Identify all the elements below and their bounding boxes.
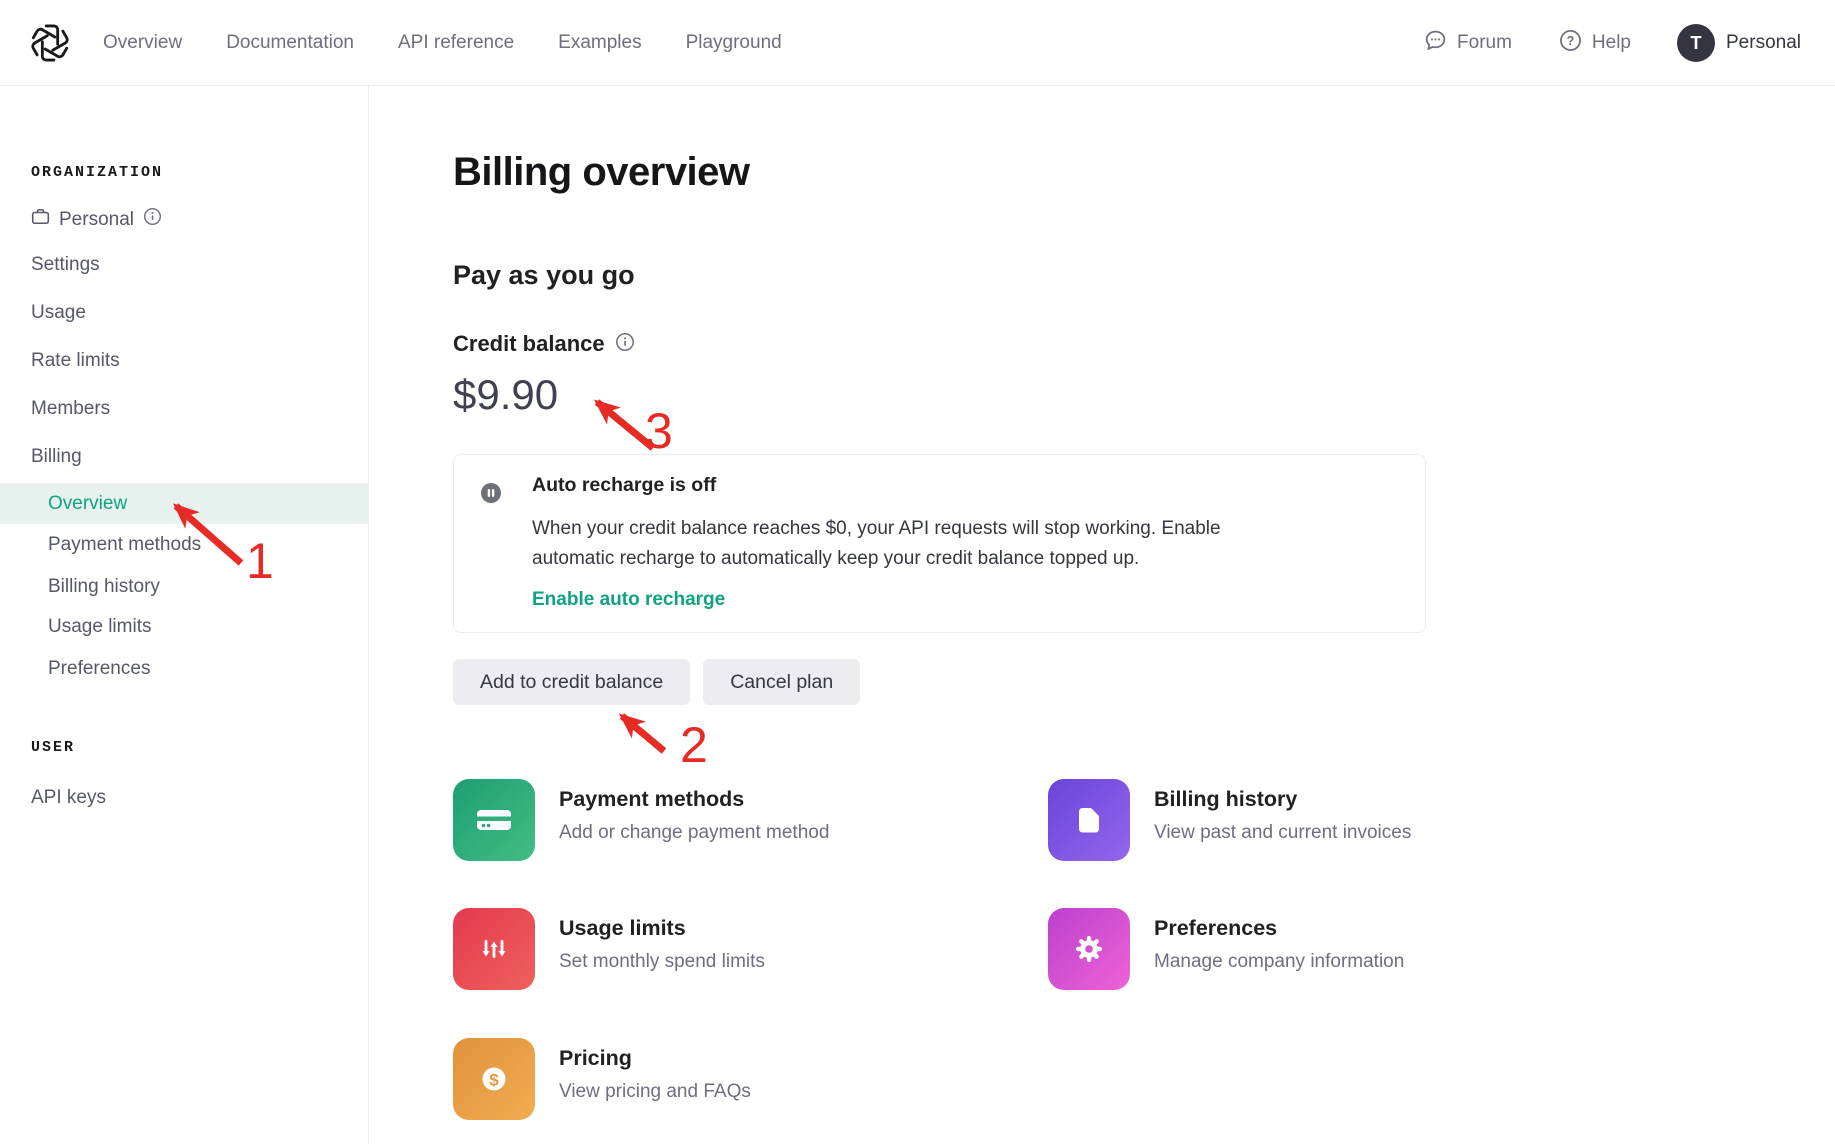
primary-nav: Overview Documentation API reference Exa… — [103, 0, 782, 86]
organization-section-header: ORGANIZATION — [31, 164, 164, 181]
annotation-label-2: 2 — [680, 717, 708, 773]
nav-examples[interactable]: Examples — [558, 32, 642, 53]
gear-icon — [1048, 908, 1130, 990]
nav-overview[interactable]: Overview — [103, 32, 183, 53]
sidebar-item-billing-overview[interactable]: Overview — [0, 483, 369, 524]
user-section-header: USER — [31, 739, 76, 756]
info-icon[interactable] — [615, 332, 635, 357]
sidebar-item-members[interactable]: Members — [31, 397, 111, 419]
briefcase-icon — [31, 207, 50, 232]
tile-title: Payment methods — [559, 787, 745, 811]
auto-recharge-description: When your credit balance reaches $0, you… — [532, 518, 1221, 569]
auto-recharge-title: Auto recharge is off — [532, 474, 717, 496]
sidebar-item-payment-methods[interactable]: Payment methods — [48, 533, 202, 555]
svg-text:$: $ — [489, 1070, 499, 1089]
billing-actions: Add to credit balance Cancel plan — [453, 659, 861, 705]
enable-auto-recharge-link[interactable]: Enable auto recharge — [532, 589, 726, 610]
annotation-arrow-2 — [618, 713, 667, 754]
forum-label: Forum — [1457, 32, 1512, 53]
page-title: Billing overview — [453, 150, 750, 194]
help-icon: ? — [1558, 28, 1583, 59]
sidebar-item-usage-limits[interactable]: Usage limits — [48, 615, 152, 637]
document-icon — [1048, 779, 1130, 861]
account-menu[interactable]: T Personal — [1677, 24, 1801, 62]
cancel-plan-button[interactable]: Cancel plan — [703, 659, 861, 705]
sidebar-item-settings[interactable]: Settings — [31, 253, 100, 275]
auto-recharge-card: Auto recharge is off When your credit ba… — [453, 454, 1426, 633]
tile-title: Pricing — [559, 1046, 632, 1070]
account-label: Personal — [1726, 32, 1801, 53]
credit-balance-label: Credit balance — [453, 331, 605, 356]
sidebar-item-api-keys[interactable]: API keys — [31, 786, 106, 808]
sidebar-personal-label: Personal — [59, 208, 134, 230]
usage-limits-tile[interactable]: Usage limits Set monthly spend limits — [453, 908, 765, 990]
tile-subtitle: Manage company information — [1154, 951, 1405, 972]
forum-icon — [1423, 28, 1448, 59]
top-navigation: Overview Documentation API reference Exa… — [0, 0, 1835, 86]
sidebar: ORGANIZATION Personal — [0, 86, 369, 1144]
nav-documentation[interactable]: Documentation — [226, 32, 354, 53]
annotation-label-3: 3 — [645, 403, 673, 459]
avatar: T — [1677, 24, 1715, 62]
svg-text:?: ? — [1567, 34, 1575, 48]
sidebar-item-billing[interactable]: Billing — [31, 445, 82, 467]
billing-history-tile[interactable]: Billing history View past and current in… — [1048, 779, 1411, 861]
nav-api-reference[interactable]: API reference — [397, 32, 515, 53]
payment-methods-tile[interactable]: Payment methods Add or change payment me… — [453, 779, 829, 861]
help-label: Help — [1591, 32, 1631, 53]
pricing-tile[interactable]: $ Pricing View pricing and FAQs — [453, 1038, 751, 1120]
nav-utilities: Forum ? Help T Personal — [1423, 0, 1801, 86]
annotation-arrow-3 — [593, 399, 656, 451]
sliders-icon — [453, 908, 535, 990]
nav-playground[interactable]: Playground — [685, 32, 782, 53]
credit-balance-value: $9.90 — [453, 371, 559, 418]
add-to-credit-balance-button[interactable]: Add to credit balance — [453, 659, 691, 705]
info-icon[interactable] — [143, 207, 162, 232]
openai-logo-icon[interactable] — [30, 23, 70, 63]
sidebar-item-personal[interactable]: Personal — [0, 199, 369, 240]
credit-balance-row: Credit balance — [453, 331, 635, 357]
sidebar-item-usage[interactable]: Usage — [31, 301, 86, 323]
sidebar-item-billing-history[interactable]: Billing history — [48, 575, 160, 597]
tile-subtitle: Set monthly spend limits — [559, 951, 765, 972]
sidebar-item-rate-limits[interactable]: Rate limits — [31, 349, 120, 371]
forum-link[interactable]: Forum — [1423, 28, 1512, 59]
help-link[interactable]: ? Help — [1558, 28, 1631, 59]
tile-subtitle: View pricing and FAQs — [559, 1081, 751, 1102]
tile-title: Billing history — [1154, 787, 1298, 811]
tile-title: Usage limits — [559, 916, 686, 940]
credit-card-icon — [453, 779, 535, 861]
tile-subtitle: View past and current invoices — [1154, 822, 1412, 843]
plan-heading: Pay as you go — [453, 260, 635, 290]
dollar-circle-icon: $ — [453, 1038, 535, 1120]
sidebar-item-preferences[interactable]: Preferences — [48, 657, 151, 679]
tile-title: Preferences — [1154, 916, 1278, 940]
tile-subtitle: Add or change payment method — [559, 822, 830, 843]
pause-icon — [480, 482, 502, 504]
preferences-tile[interactable]: Preferences Manage company information — [1048, 908, 1404, 990]
